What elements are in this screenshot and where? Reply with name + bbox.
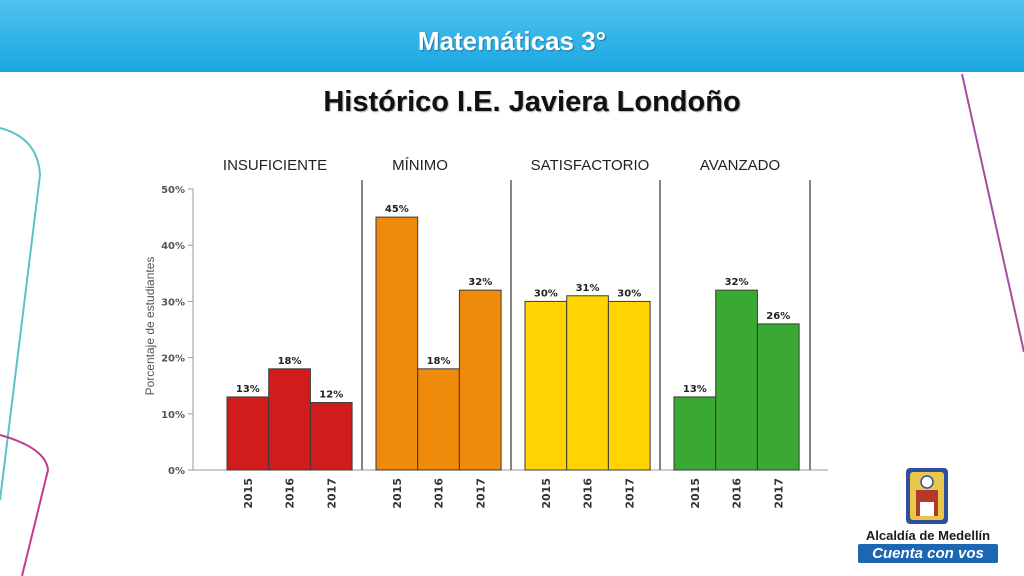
bar [309,402,353,471]
bar [715,289,758,471]
data-label: 18% [427,356,451,367]
x-tick-label: 2015 [689,478,702,509]
slide-title: Histórico I.E. Javiera Londoño [323,86,741,118]
y-tick-label: 20% [161,354,185,365]
x-tick-label: 2016 [433,478,446,509]
data-label: 13% [236,384,260,395]
group-header: MÍNIMO [392,157,448,174]
x-tick-label: 2016 [284,478,297,509]
x-tick-label: 2015 [540,478,553,509]
x-tick-label: 2017 [325,478,338,509]
bar [673,396,717,471]
x-tick-label: 2015 [391,478,404,509]
bar [607,300,651,471]
data-label: 26% [766,311,790,322]
group-header: SATISFACTORIO [531,157,650,174]
x-tick-label: 2016 [582,478,595,509]
x-tick-label: 2015 [242,478,255,509]
bar [756,323,800,471]
data-label: 12% [319,390,343,401]
bar [226,396,270,471]
logo-text-alcaldia: Alcaldía de Medellín [865,528,991,543]
y-tick-label: 10% [161,410,185,421]
bar [417,368,460,471]
data-label: 30% [617,288,641,299]
header-band [0,0,1024,72]
data-label: 30% [534,288,558,299]
x-tick-label: 2017 [474,478,487,509]
bar [268,368,311,471]
x-tick-label: 2017 [623,478,636,509]
data-label: 32% [468,277,492,288]
header-title: Matemáticas 3° [417,26,607,56]
data-label: 31% [576,283,600,294]
y-tick-label: 0% [168,466,185,477]
data-label: 32% [725,277,749,288]
bar [458,289,502,471]
coat-of-arms-icon [906,468,948,524]
bar [566,295,609,471]
group-header: INSUFICIENTE [223,157,327,174]
bar [524,300,568,471]
data-label: 45% [385,204,409,215]
x-tick-label: 2016 [731,478,744,509]
logo-text-cuenta-con-vos: Cuenta con vos [858,544,998,563]
alcaldia-logo: Alcaldía de Medellín Cuenta con vos [858,466,998,566]
y-tick-label: 30% [161,297,185,308]
x-tick-label: 2017 [772,478,785,509]
y-tick-label: 40% [161,241,185,252]
y-tick-label: 50% [161,185,185,196]
y-axis-title: Porcentaje de estudiantes [143,257,157,396]
data-label: 18% [278,356,302,367]
data-label: 13% [683,384,707,395]
group-header: AVANZADO [700,157,780,174]
bar [375,216,419,471]
